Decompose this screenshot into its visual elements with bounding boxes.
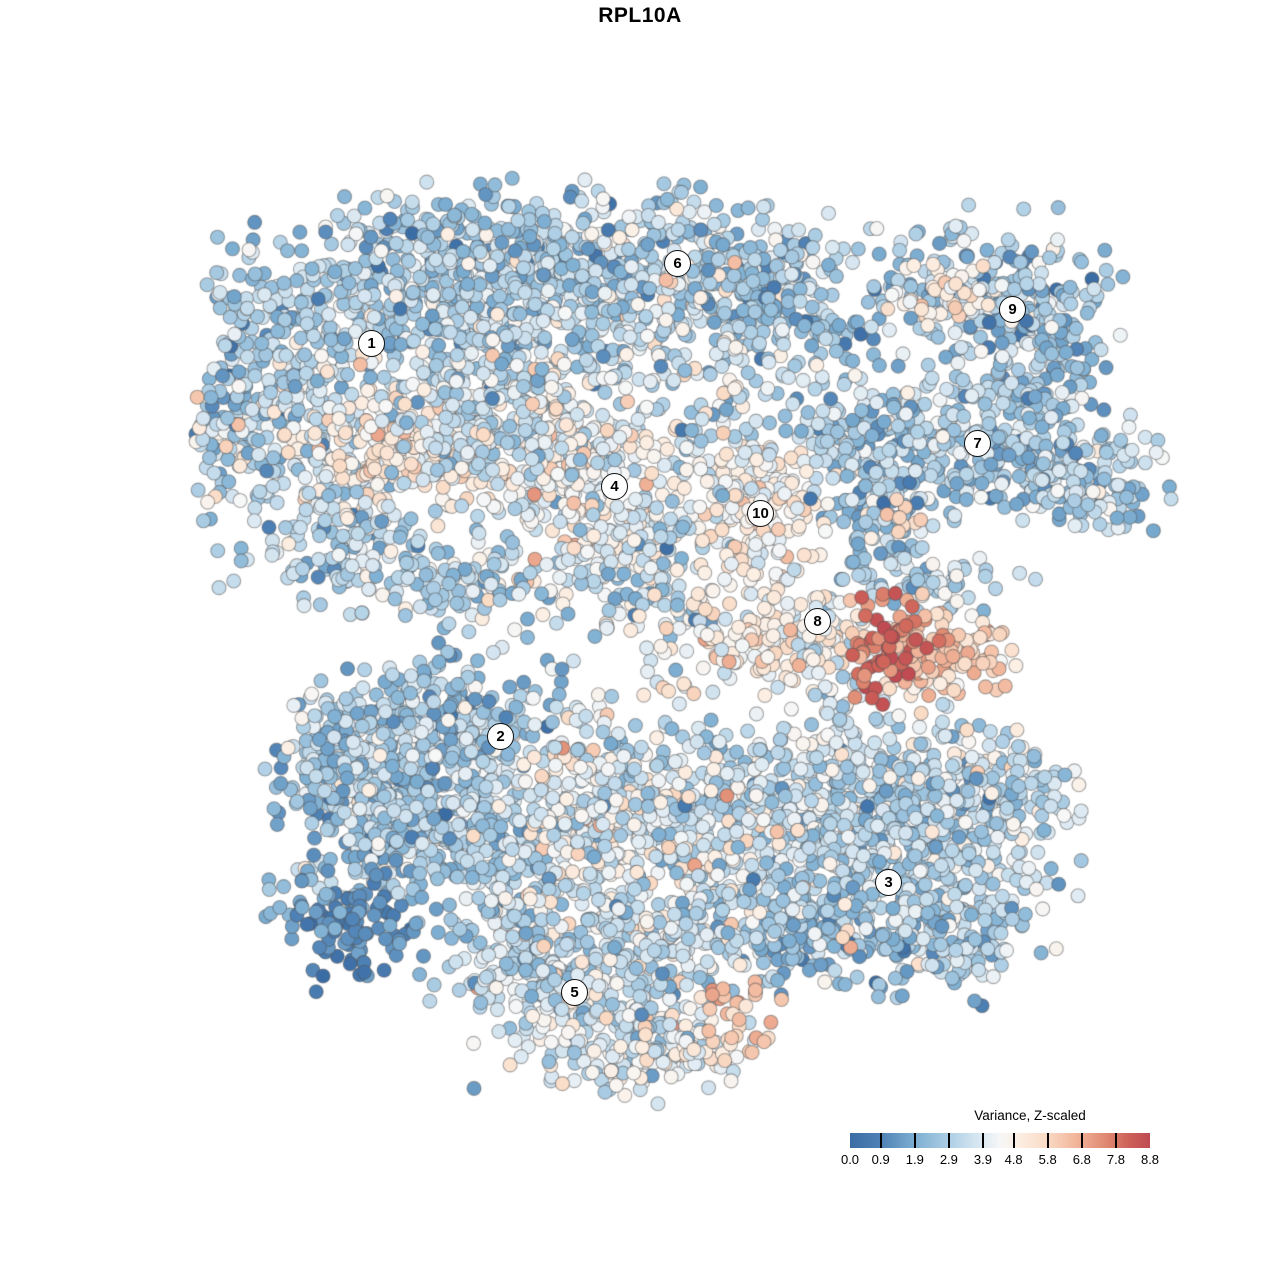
colorbar-tick-mark (1080, 1133, 1083, 1148)
cluster-label-1: 1 (358, 330, 385, 357)
cluster-label-9: 9 (999, 296, 1026, 323)
colorbar-tick-label: 6.8 (1072, 1152, 1091, 1167)
colorbar-tick-mark (879, 1133, 882, 1148)
colorbar-tick-label: 4.8 (1004, 1152, 1023, 1167)
colorbar-tick-label: 1.9 (905, 1152, 924, 1167)
colorbar-gradient (850, 1133, 1150, 1148)
colorbar-tick-label: 8.8 (1140, 1152, 1160, 1167)
colorbar-tick-mark (1114, 1133, 1117, 1148)
colorbar-tick-mark (913, 1133, 916, 1148)
plot-title: RPL10A (598, 4, 682, 27)
colorbar-tick-label: 5.8 (1038, 1152, 1057, 1167)
cluster-label-4: 4 (601, 473, 628, 500)
colorbar-legend: Variance, Z-scaled 0.0 0.9 1.9 2.9 3.9 4.8 5.8… (841, 1108, 1159, 1168)
colorbar-tick-mark (947, 1133, 950, 1148)
cluster-label-7: 7 (964, 430, 991, 457)
cluster-label-5: 5 (561, 979, 588, 1006)
colorbar-tick-mark (1046, 1133, 1049, 1148)
cluster-label-6: 6 (664, 250, 691, 277)
colorbar-tick-labels: 0.0 0.9 1.9 2.9 3.9 4.8 5.8 6.8 7.8 8.8 (841, 1152, 1159, 1168)
colorbar-tick-mark (1012, 1133, 1015, 1148)
colorbar-tick-label: 2.9 (939, 1152, 958, 1167)
colorbar-tick-label: 3.9 (973, 1152, 992, 1167)
colorbar-title: Variance, Z-scaled (974, 1108, 1086, 1123)
cluster-label-3: 3 (875, 869, 902, 896)
cluster-label-8: 8 (804, 608, 831, 635)
colorbar-tick-label: 7.8 (1106, 1152, 1125, 1167)
colorbar-tick-mark (981, 1133, 984, 1148)
cluster-label-2: 2 (487, 723, 514, 750)
colorbar-tick-label: 0.0 (840, 1152, 860, 1167)
colorbar-tick-label: 0.9 (871, 1152, 890, 1167)
cluster-label-10: 10 (747, 500, 774, 527)
